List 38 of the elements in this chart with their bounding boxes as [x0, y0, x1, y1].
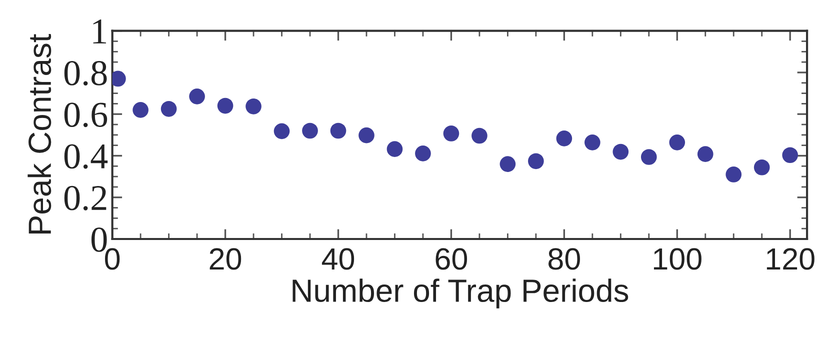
x-tick-label: 40	[322, 248, 354, 270]
point	[217, 98, 234, 114]
point	[697, 146, 714, 162]
point	[500, 156, 516, 172]
point	[669, 134, 686, 150]
x-tick-label: 60	[436, 248, 468, 270]
point	[754, 159, 770, 176]
point	[386, 141, 403, 157]
point	[160, 100, 177, 117]
y-tick-label: 0.2	[64, 186, 106, 210]
point	[556, 130, 572, 146]
point	[443, 126, 460, 142]
x-tick-label: 80	[548, 248, 580, 270]
x-tick-label: 120	[766, 248, 814, 270]
point	[612, 144, 629, 160]
y-tick-label: 1	[93, 20, 106, 44]
x-axis-title: Number of Trap Periods	[292, 278, 628, 308]
y-axis-title: Peak Contrast	[28, 34, 52, 234]
y-tick-label: 0.8	[64, 60, 107, 86]
point	[246, 98, 262, 114]
point	[782, 147, 798, 164]
point	[132, 102, 148, 118]
point	[472, 128, 488, 144]
point	[415, 146, 431, 162]
point	[189, 88, 205, 104]
point	[330, 122, 346, 139]
y-tick-label: 0.6	[64, 102, 108, 128]
x-tick-label: 20	[210, 248, 242, 270]
point	[528, 153, 544, 170]
y-tick-label: 0	[91, 228, 107, 252]
point	[640, 149, 657, 165]
y-tick-label: 0.4	[64, 144, 108, 169]
x-tick-label: 100	[654, 248, 702, 270]
point	[584, 134, 600, 150]
point	[274, 123, 290, 140]
point	[726, 166, 742, 182]
point	[302, 122, 318, 139]
point	[358, 127, 374, 144]
